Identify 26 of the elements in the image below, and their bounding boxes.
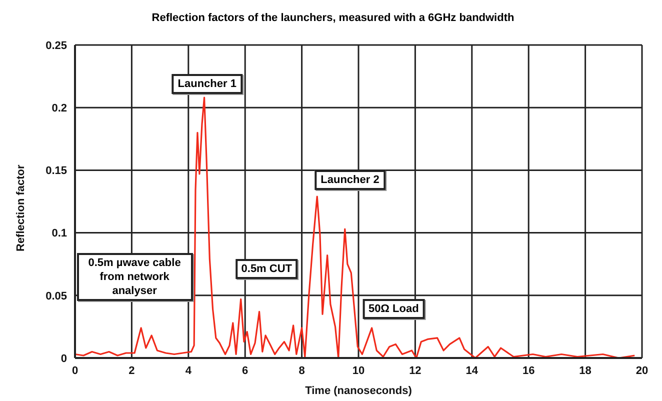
x-tick-label: 8 [298,364,305,377]
x-tick-label: 2 [128,364,135,377]
y-tick-label: 0.15 [46,165,67,178]
x-tick-label: 16 [522,364,535,377]
y-tick-label: 0.05 [46,290,67,302]
chart-title: Reflection factors of the launchers, measured with a 6GHz bandwidth [150,12,516,24]
annotation: Launcher 2 [314,170,386,190]
x-tick-label: 0 [72,364,78,377]
y-axis-title: Reflection factor [14,164,27,252]
y-tick-label: 0 [60,352,67,365]
x-tick-label: 12 [409,364,422,377]
line-series [75,96,636,358]
x-axis-title: Time (nanoseconds) [305,385,412,397]
x-tick-label: 6 [242,364,248,377]
annotation: 0.5m CUT [235,259,298,280]
x-tick-label: 10 [352,364,365,377]
x-tick-label: 4 [185,364,192,377]
annotation: 0.5m µwave cable from network analyser [76,252,193,301]
x-tick-label: 18 [579,364,592,377]
annotation: Launcher 1 [172,74,242,94]
x-tick-label: 20 [636,364,648,377]
y-tick-label: 0.25 [46,40,67,52]
annotation: 50Ω Load [362,299,425,320]
y-tick-label: 0.2 [52,102,67,115]
y-tick-label: 0.1 [52,228,67,240]
x-tick-label: 14 [466,364,479,377]
